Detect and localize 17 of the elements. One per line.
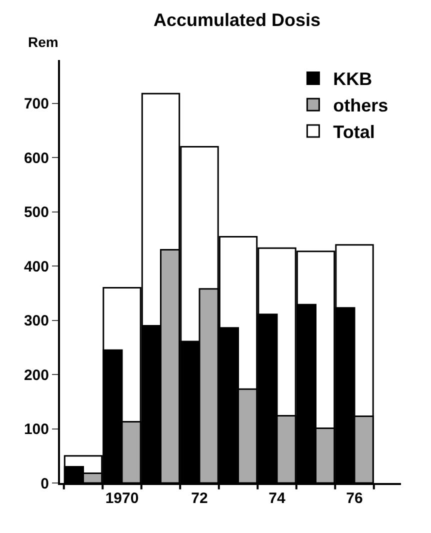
legend-label: others: [333, 96, 388, 116]
y-tick-label: 400: [24, 258, 49, 276]
x-tick-label: 1970: [105, 490, 139, 507]
legend-label: Total: [333, 122, 375, 142]
y-tick-label: 0: [40, 475, 49, 492]
y-tick-label: 500: [24, 204, 49, 222]
y-tick-label: 600: [24, 150, 49, 167]
y-axis-title: Rem: [28, 34, 58, 50]
y-tick-label: 700: [24, 96, 49, 113]
y-tick-label: 100: [24, 421, 49, 438]
y-tick-label: 300: [24, 312, 49, 330]
x-tick-label: 74: [268, 490, 286, 507]
x-tick-label: 72: [191, 490, 208, 507]
y-tick-label: 200: [24, 366, 49, 384]
chart-title: Accumulated Dosis: [154, 10, 321, 30]
x-tick-label: 76: [346, 490, 363, 507]
legend-label: KKB: [333, 69, 372, 90]
